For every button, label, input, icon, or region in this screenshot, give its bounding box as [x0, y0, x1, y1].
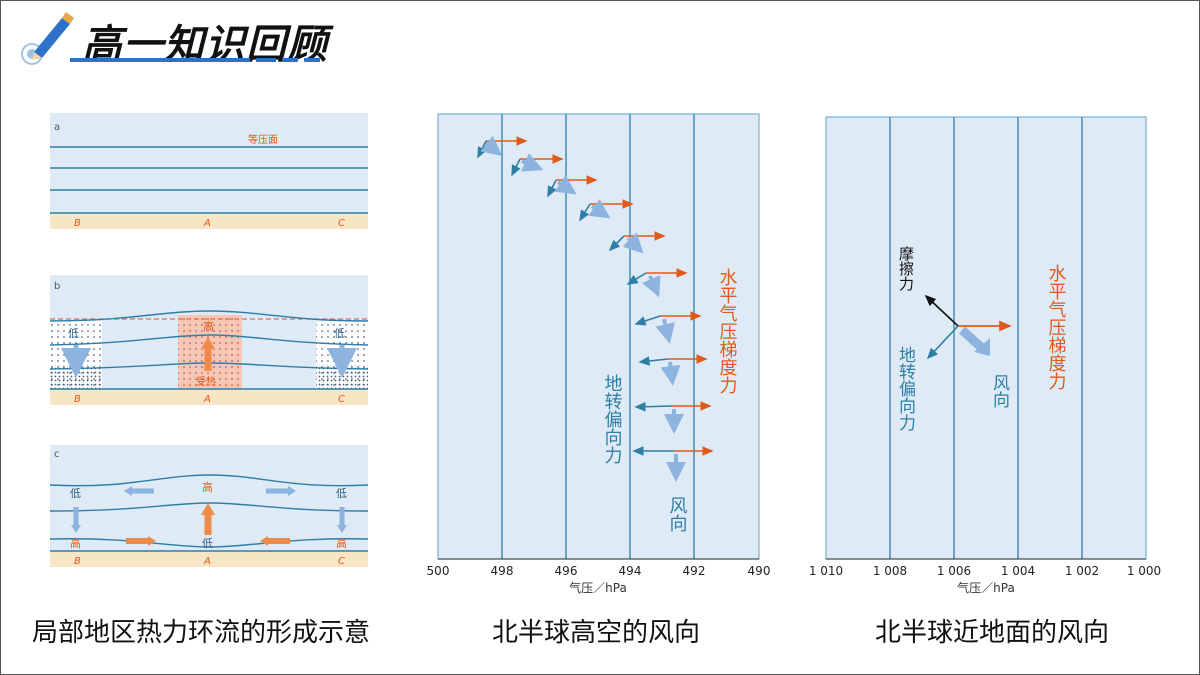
- tick-label: 1 010: [809, 564, 843, 578]
- low-label-left: 低: [68, 327, 79, 340]
- surface-arrows: [924, 294, 1012, 360]
- diagram-b-tag: b: [54, 281, 60, 292]
- upper-air-arrows: [477, 135, 714, 482]
- caption-upper-air-wind: 北半球高空的风向: [492, 618, 701, 648]
- pgf-label: 水平气压梯度力: [1046, 264, 1067, 390]
- label-b: B: [74, 218, 81, 229]
- low-label-top-left: 低: [70, 487, 81, 500]
- tick-label: 500: [427, 564, 450, 578]
- tick-label: 1 008: [873, 564, 907, 578]
- coriolis-label: 地转偏向力: [602, 374, 623, 464]
- caption-thermal-circulation: 局部地区热力环流的形成示意: [32, 618, 371, 648]
- tick-label: 1 006: [937, 564, 971, 578]
- caption-surface-wind: 北半球近地面的风向: [875, 618, 1110, 648]
- friction-label: 摩擦力: [897, 245, 915, 292]
- isobar-label: 等压面: [248, 133, 278, 146]
- axis-label: 气压／hPa: [569, 580, 627, 595]
- low-label-top-right: 低: [336, 487, 347, 500]
- upper-air-wind-diagram: 水平气压梯度力 地转偏向力 风向 500 498 496 494 492 490…: [427, 113, 771, 595]
- pencil-icon: [21, 12, 74, 65]
- axis-ticks: 500 498 496 494 492 490: [427, 564, 771, 578]
- label-c: C: [338, 218, 345, 229]
- tick-label: 494: [619, 564, 642, 578]
- label-b: B: [74, 394, 81, 405]
- diagram-c-tag: c: [54, 449, 60, 460]
- coriolis-arrow: [926, 325, 959, 360]
- pgf-label: 水平气压梯度力: [717, 268, 738, 394]
- diagram-a: a 等压面 B A C: [50, 113, 368, 229]
- label-a: A: [203, 218, 211, 229]
- high-label: 高: [203, 319, 214, 333]
- high-label-top: 高: [202, 480, 213, 494]
- label-b: B: [74, 556, 81, 567]
- high-label-bottom-left: 高: [70, 536, 81, 550]
- coriolis-label: 地转偏向力: [895, 346, 916, 431]
- axis-label: 气压／hPa: [957, 580, 1015, 595]
- low-label-right: 低: [334, 327, 345, 340]
- heat-label: 受热: [196, 375, 216, 388]
- slide-header: 高一知识回顾: [20, 8, 340, 68]
- label-c: C: [338, 394, 345, 405]
- diagram-a-tag: a: [54, 122, 60, 133]
- wind-arrow: [958, 326, 986, 352]
- tick-label: 490: [748, 564, 771, 578]
- tick-label: 1 000: [1127, 564, 1161, 578]
- low-label-bottom: 低: [202, 537, 213, 550]
- tick-label: 492: [683, 564, 706, 578]
- tick-label: 496: [555, 564, 578, 578]
- thermal-circulation-diagram: a 等压面 B A C b 低 高 低 受热 B A: [50, 113, 369, 567]
- diagram-b: b 低 高 低 受热 B A C: [50, 275, 369, 405]
- tick-label: 1 002: [1065, 564, 1099, 578]
- label-a: A: [203, 556, 211, 567]
- label-a: A: [203, 394, 211, 405]
- axis-ticks: 1 010 1 008 1 006 1 004 1 002 1 000: [809, 564, 1161, 578]
- tick-label: 498: [491, 564, 514, 578]
- wind-label: 风向: [667, 496, 688, 532]
- title-underline: [70, 58, 320, 62]
- label-c: C: [338, 556, 345, 567]
- wind-label: 风向: [989, 374, 1010, 408]
- surface-wind-diagram: 摩擦力 地转偏向力 风向 水平气压梯度力 1 010 1 008 1 006 1…: [809, 116, 1161, 595]
- high-label-bottom-right: 高: [336, 536, 347, 550]
- friction-arrow: [924, 294, 959, 327]
- diagram-c: c 高 低 低 高 低 高 B A C: [50, 445, 369, 567]
- tick-label: 1 004: [1001, 564, 1035, 578]
